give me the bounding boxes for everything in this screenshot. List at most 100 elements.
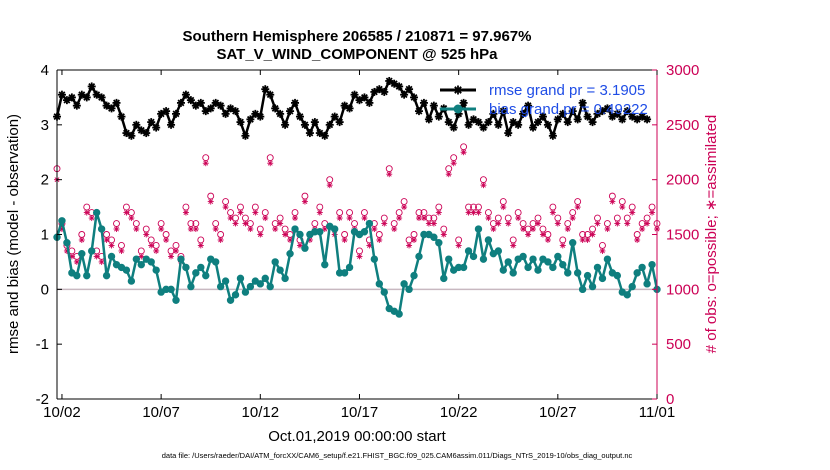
bias-point	[613, 271, 622, 280]
rmse-point	[524, 101, 533, 110]
obs-assimilated-point	[649, 209, 656, 216]
obs-assimilated-point	[346, 215, 353, 222]
obs-assimilated-point	[450, 160, 457, 167]
rmse-point	[127, 131, 136, 140]
bias-point	[559, 260, 567, 269]
rmse-point	[603, 104, 612, 113]
obs-assimilated-point	[316, 209, 323, 216]
bias-point	[593, 263, 602, 272]
bias-point	[231, 291, 240, 299]
obs-assimilated-point	[500, 204, 507, 211]
rmse-point	[67, 93, 76, 102]
obs-assimilated-point	[564, 226, 571, 233]
rmse-point	[236, 118, 245, 127]
obs-assimilated-point	[440, 231, 447, 238]
bias-point	[291, 225, 299, 233]
obs-assimilated-point	[356, 253, 363, 260]
obs-assimilated-point	[480, 182, 487, 189]
rmse-point	[276, 109, 285, 118]
rmse-point	[484, 118, 493, 127]
rmse-point	[548, 131, 557, 140]
series-rmse	[53, 76, 652, 140]
obs-assimilated-point	[341, 236, 348, 243]
obs-assimilated-point	[470, 209, 477, 216]
rmse-point	[424, 115, 433, 124]
bias-point	[638, 263, 646, 272]
y-tick-label-left: -1	[36, 336, 49, 353]
rmse-point	[57, 90, 66, 99]
obs-assimilated-point	[301, 198, 308, 205]
obs-assimilated-point	[475, 209, 482, 216]
rmse-point	[410, 93, 419, 102]
rmse-point	[380, 87, 389, 96]
rmse-point	[464, 120, 473, 129]
obs-assimilated-point	[599, 247, 606, 254]
bias-point	[73, 271, 81, 280]
bias-point	[286, 249, 294, 258]
bias-point	[97, 225, 106, 233]
obs-assimilated-point	[634, 236, 641, 243]
bias-point	[519, 252, 527, 261]
rmse-point	[613, 109, 622, 118]
obs-assimilated-point	[133, 226, 140, 233]
bias-point	[182, 263, 190, 272]
obs-assimilated-point	[326, 182, 333, 189]
bias-point	[58, 217, 66, 225]
obs-assimilated-point	[554, 220, 561, 227]
obs-assimilated-point	[515, 215, 522, 222]
obs-assimilated-point	[88, 215, 95, 222]
bias-point	[469, 252, 478, 261]
obs-assimilated-point	[232, 220, 239, 227]
rmse-point	[256, 112, 265, 121]
rmse-point	[186, 96, 195, 105]
bias-point	[435, 239, 443, 247]
obs-assimilated-point	[644, 220, 651, 227]
obs-assimilated-point	[629, 209, 636, 216]
bias-point	[509, 269, 517, 277]
obs-assimilated-point	[460, 149, 467, 156]
bias-point	[494, 247, 503, 255]
bias-point	[499, 266, 507, 274]
bias-point	[296, 230, 304, 239]
rmse-point	[82, 93, 91, 102]
rmse-point	[305, 129, 314, 138]
obs-assimilated-point	[525, 231, 532, 238]
y-tick-label-left: -2	[36, 391, 49, 408]
obs-assimilated-point	[559, 242, 566, 249]
rmse-point	[583, 112, 592, 121]
bias-point	[102, 271, 111, 280]
rmse-point	[519, 109, 528, 118]
rmse-point	[504, 129, 513, 138]
bias-point	[474, 225, 483, 233]
rmse-point	[325, 120, 334, 129]
x-tick-label: 10/07	[142, 404, 180, 421]
bias-point	[316, 228, 324, 236]
obs-assimilated-point	[336, 215, 343, 222]
x-tick-label: 11/01	[639, 404, 675, 421]
bias-point	[236, 274, 245, 283]
bias-point	[127, 277, 136, 285]
rmse-point	[345, 104, 354, 113]
bias-point	[395, 310, 403, 318]
rmse-point	[459, 98, 468, 107]
obs-assimilated-point	[420, 215, 427, 222]
bias-point	[365, 219, 374, 228]
obs-assimilated-point	[123, 209, 130, 216]
obs-assimilated-point	[430, 220, 437, 227]
bias-point	[88, 247, 96, 255]
rmse-point	[429, 101, 438, 110]
x-tick-label: 10/17	[341, 404, 379, 421]
obs-assimilated-point	[78, 236, 85, 243]
rmse-point	[147, 118, 156, 127]
bias-point	[246, 282, 255, 291]
bias-point	[256, 280, 265, 288]
legend-rmse-asterisk	[453, 85, 463, 95]
y-ticks-right: 0 500 1000 1500 2000 2500 3000	[652, 62, 699, 408]
bias-point	[147, 258, 155, 266]
obs-assimilated-point	[257, 231, 264, 238]
y-tick-label-right: 1500	[666, 227, 699, 244]
bias-point	[410, 271, 418, 280]
rmse-point	[97, 93, 106, 102]
bias-point	[623, 291, 631, 299]
